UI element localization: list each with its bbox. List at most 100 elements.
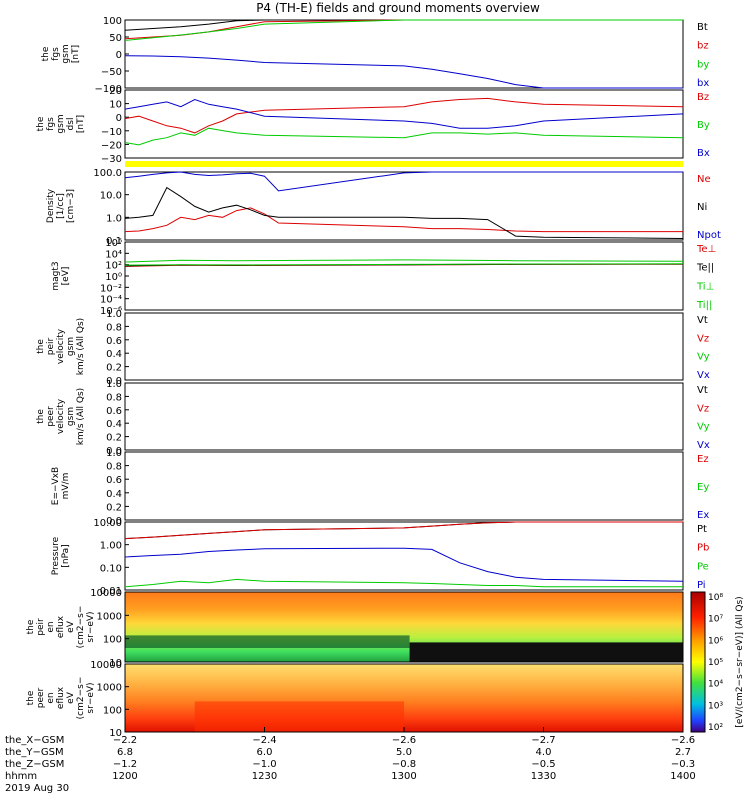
- y-label-line: Pressure: [51, 536, 61, 575]
- y-tick-label: 1.0: [106, 379, 122, 390]
- y-tick-label: 0.8: [106, 462, 122, 473]
- x-tick-label: −2.6: [392, 735, 416, 746]
- x-tick-label: 1400: [670, 771, 695, 782]
- y-label-line: Density: [46, 188, 56, 223]
- y-label-line: the: [26, 690, 36, 705]
- y-tick-label: 0.2: [106, 363, 122, 374]
- colorbar: [690, 591, 706, 733]
- y-tick-label: 0.0: [106, 376, 122, 387]
- y-label-line: the: [26, 619, 36, 634]
- y-label-line: the: [36, 339, 46, 354]
- x-tick-label: −0.3: [671, 759, 695, 770]
- colorbar-tick-label: 10⁴: [708, 680, 723, 690]
- series-Bz: [124, 97, 684, 134]
- panel-frame: [124, 171, 684, 241]
- y-tick-label: 0.10: [100, 563, 122, 574]
- panel-fgs-gse: 20 10 0 −10 −20 −30 the fgs gsm dsl [nT] Bz By Bx: [36, 86, 710, 165]
- panel-fgs-gsm: 100 50 0 −50 −100 the fgs gsm [nT] Bt bz by bx: [41, 16, 709, 95]
- spectrogram-band: [194, 701, 404, 732]
- y-axis-label: the peer velocity gsm km/s (All Qs): [36, 388, 86, 445]
- y-label-line: (cm2−s−: [76, 606, 86, 649]
- x-tick-label: −2.2: [113, 735, 137, 746]
- y-label-line: fgs: [46, 117, 56, 131]
- legend-Vz: Vz: [697, 333, 709, 344]
- series-Pb: [124, 521, 683, 540]
- series-bz: [124, 19, 683, 40]
- y-tick-label: 100: [103, 635, 122, 646]
- y-tick-label: 10: [109, 100, 122, 111]
- quality-flag-bar: [125, 161, 683, 167]
- y-label-line: velocity: [56, 398, 66, 434]
- legend-Vx: Vx: [697, 370, 710, 381]
- y-tick-label: 10.0: [100, 191, 122, 202]
- x-tick-label: 1200: [112, 771, 137, 782]
- legend-bx: bx: [697, 78, 709, 89]
- legend-Ne: Ne: [697, 174, 711, 185]
- series-By: [124, 127, 684, 146]
- series-Pi: [124, 547, 684, 582]
- y-label-line: velocity: [56, 328, 66, 364]
- y-tick-label: 10: [109, 658, 122, 669]
- y-tick-label: 10²: [105, 261, 122, 272]
- series-Pt: [124, 521, 683, 540]
- y-axis-label: magt3 [eV]: [51, 261, 71, 290]
- panel-peir-velocity: 1.0 0.8 0.6 0.4 0.2 0.0 the peir velocity gsm km/s…: [36, 309, 710, 387]
- y-tick-label: 100.0: [93, 168, 122, 179]
- y-axis-label: the peir velocity gsm km/s (All Qs): [36, 318, 86, 375]
- y-label-line: (cm2−s−: [76, 677, 86, 720]
- panel-frame: [124, 521, 684, 591]
- panel-efield: 1.0 0.8 0.6 0.4 0.2 0.0 E=−VxB mV/m Ez Ey Ex: [51, 448, 709, 527]
- legend-Pi: Pi: [697, 580, 706, 591]
- legend-Bt: Bt: [697, 22, 708, 33]
- x-tick-label: −0.8: [392, 759, 416, 770]
- colorbar-tick-label: 10⁶: [708, 636, 723, 646]
- y-tick-label: 0.1: [106, 236, 122, 247]
- legend-Vx: Vx: [697, 440, 710, 451]
- y-label-line: km/s (All Qs): [76, 318, 86, 375]
- colorbar-tick-label: 10⁷: [708, 615, 723, 625]
- y-label-line: the: [36, 409, 46, 424]
- x-tick-label: 5.0: [396, 747, 412, 758]
- y-label-line: the: [41, 46, 51, 61]
- y-tick-label: 0.8: [106, 322, 122, 333]
- legend-Pb: Pb: [697, 543, 709, 554]
- x-row-label: the_Y−GSM: [5, 747, 64, 758]
- y-tick-label: 0.4: [106, 349, 122, 360]
- y-tick-label: 0.6: [106, 406, 122, 417]
- y-axis-label: the fgs gsm dsl [nT]: [36, 114, 86, 133]
- y-tick-label: −20: [101, 140, 122, 151]
- y-tick-label: 10: [109, 728, 122, 739]
- y-label-line: sr−eV): [86, 611, 96, 642]
- x-date-label: 2019 Aug 30: [5, 783, 69, 794]
- y-tick-label: −100: [95, 84, 122, 95]
- y-label-line: [nT]: [76, 115, 86, 133]
- x-tick-label: −2.6: [671, 735, 695, 746]
- y-label-line: [cm−3]: [66, 189, 76, 223]
- legend-Vt: Vt: [697, 315, 708, 326]
- y-tick-label: 1000: [97, 683, 122, 694]
- x-tick-label: 6.8: [117, 747, 133, 758]
- y-label-line: gsm: [61, 44, 71, 63]
- legend-By: By: [697, 120, 710, 131]
- y-label-line: [nPa]: [61, 544, 71, 567]
- series-Bt: [124, 19, 683, 31]
- y-axis-label: the fgs gsm [nT]: [41, 44, 81, 63]
- y-tick-label: 0.01: [100, 586, 122, 597]
- legend-Ni: Ni: [697, 202, 707, 213]
- y-tick-label: 0.2: [106, 502, 122, 513]
- y-label-line: eV: [66, 620, 76, 633]
- legend-by: by: [697, 59, 709, 70]
- y-label-line: gsm: [66, 407, 76, 426]
- x-row-label: the_Z−GSM: [5, 759, 64, 770]
- y-tick-label: −30: [101, 154, 122, 165]
- series-Ne: [124, 207, 683, 233]
- panel-frame: [124, 241, 684, 311]
- y-tick-label: 1.00: [100, 541, 122, 552]
- x-tick-label: 2.7: [675, 747, 691, 758]
- y-label-line: peer: [36, 687, 46, 708]
- legend-Pe: Pe: [697, 561, 709, 572]
- y-tick-label: −50: [101, 67, 122, 78]
- x-tick-label: −1.2: [113, 759, 137, 770]
